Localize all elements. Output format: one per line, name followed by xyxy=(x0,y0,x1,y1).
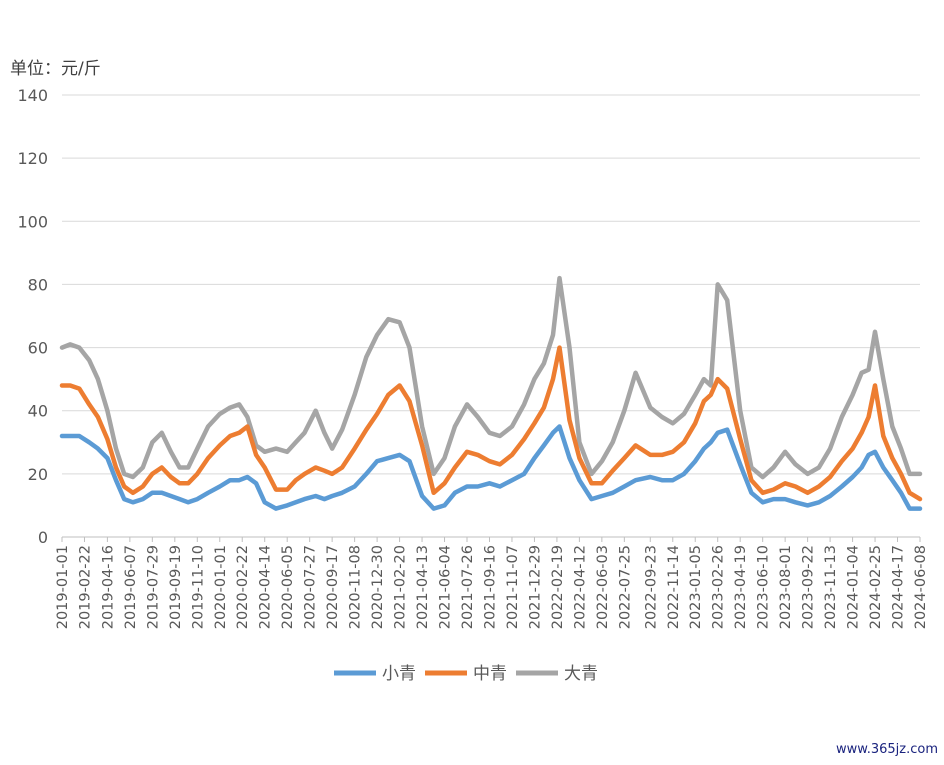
x-tick-label: 2020-09-17 xyxy=(325,545,341,629)
legend: 小青 中青 大青 xyxy=(334,664,598,684)
x-tick-label: 2020-11-08 xyxy=(348,545,364,629)
x-tick-label: 2020-04-14 xyxy=(258,545,274,629)
x-tick-label: 2024-04-17 xyxy=(891,545,907,629)
x-tick-label: 2022-09-23 xyxy=(643,545,659,629)
x-tick-label: 2023-06-10 xyxy=(756,545,772,629)
x-tick-label: 2023-02-26 xyxy=(711,545,727,629)
x-tick-label: 2022-11-14 xyxy=(666,545,682,629)
x-tick-label: 2019-02-22 xyxy=(77,545,93,629)
y-tick-label: 100 xyxy=(17,212,48,231)
y-tick-label: 140 xyxy=(17,86,48,105)
x-tick-label: 2021-07-26 xyxy=(460,545,476,629)
y-tick-label: 40 xyxy=(28,402,48,421)
x-tick-label: 2021-06-04 xyxy=(438,545,454,629)
y-axis-unit-label: 单位：元/斤 xyxy=(10,59,101,79)
gridlines xyxy=(62,94,920,538)
x-tick-label: 2023-01-05 xyxy=(688,545,704,629)
y-tick-label: 80 xyxy=(28,275,48,294)
x-tick-label: 2023-04-19 xyxy=(733,545,749,629)
x-tick-label: 2023-09-22 xyxy=(801,545,817,629)
x-tick-label: 2024-06-08 xyxy=(913,545,929,629)
legend-label-中青: 中青 xyxy=(473,664,507,684)
legend-label-小青: 小青 xyxy=(382,664,416,684)
x-tick-label: 2019-07-29 xyxy=(145,545,161,629)
x-tick-label: 2023-11-13 xyxy=(823,545,839,629)
x-tick-label: 2019-01-01 xyxy=(55,545,71,629)
x-tick-label: 2022-06-03 xyxy=(595,545,611,629)
y-tick-label: 60 xyxy=(28,339,48,358)
x-tick-label: 2019-06-07 xyxy=(123,545,139,629)
x-tick-label: 2020-01-01 xyxy=(213,545,229,629)
y-tick-label: 120 xyxy=(17,149,48,168)
series-line-大青 xyxy=(59,275,923,480)
y-tick-label: 20 xyxy=(28,465,48,484)
x-tick-label: 2020-02-22 xyxy=(235,545,251,629)
x-tick-label: 2022-07-25 xyxy=(617,545,633,629)
series-line-中青 xyxy=(59,345,923,502)
series-lines xyxy=(59,275,923,511)
x-tick-label: 2024-02-25 xyxy=(868,545,884,629)
x-tick-label: 2019-04-16 xyxy=(100,545,116,629)
x-tick-label: 2020-12-30 xyxy=(370,545,386,629)
x-axis-tick-labels: 2019-01-01 2019-02-22 2019-04-16 2019-06-07… xyxy=(55,537,929,629)
y-tick-label: 0 xyxy=(38,528,48,547)
x-tick-label: 2024-01-04 xyxy=(846,545,862,629)
series-line-小青 xyxy=(59,424,923,511)
x-tick-label: 2022-02-19 xyxy=(550,545,566,629)
x-tick-label: 2023-08-01 xyxy=(778,545,794,629)
x-tick-label: 2020-07-27 xyxy=(303,545,319,629)
x-tick-label: 2021-11-07 xyxy=(505,545,521,629)
watermark: www.365jz.com xyxy=(836,742,938,757)
x-tick-label: 2019-09-19 xyxy=(168,545,184,629)
x-tick-label: 2020-06-05 xyxy=(280,545,296,629)
x-tick-label: 2022-04-12 xyxy=(572,545,588,629)
x-tick-label: 2021-04-13 xyxy=(415,545,431,629)
x-tick-label: 2021-09-16 xyxy=(482,545,498,629)
x-tick-label: 2021-02-20 xyxy=(393,545,409,629)
y-axis-tick-labels: 0 20 40 60 80 100 120 140 xyxy=(17,86,48,547)
legend-label-大青: 大青 xyxy=(564,664,598,684)
x-tick-label: 2019-11-10 xyxy=(190,545,206,629)
x-tick-label: 2021-12-29 xyxy=(527,545,543,629)
